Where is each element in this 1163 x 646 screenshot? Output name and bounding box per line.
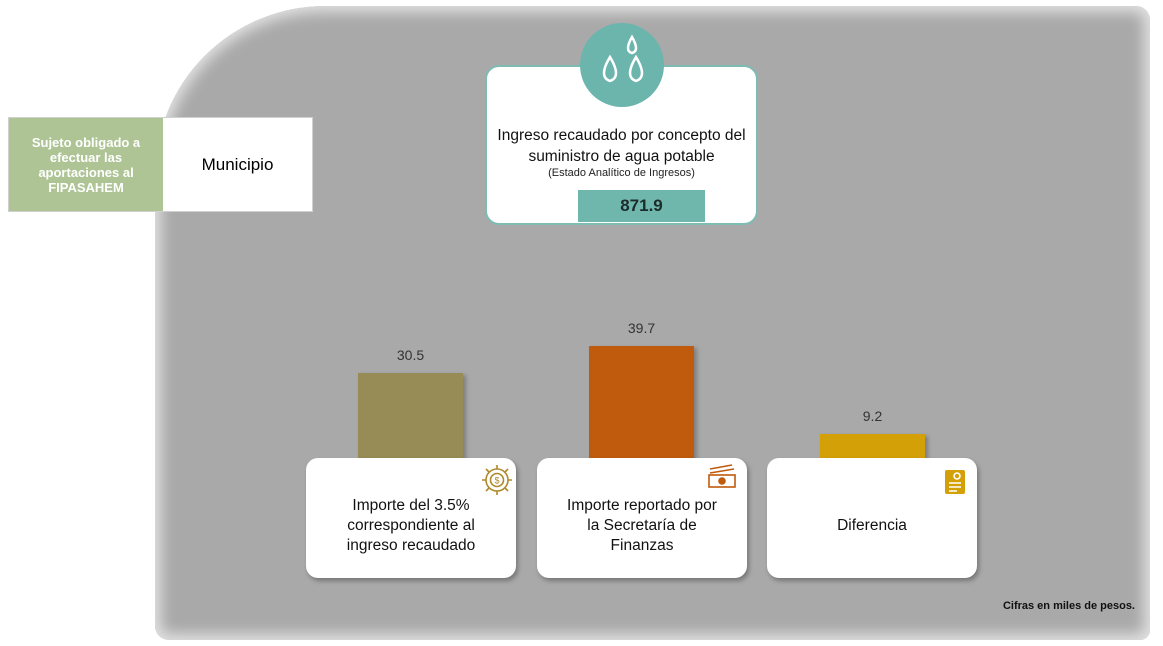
category-card: Importe reportado por la Secretaría de F… [537,458,747,578]
income-title: Ingreso recaudado por concepto del sumin… [497,127,746,165]
cash-icon [708,464,736,488]
svg-text:$: $ [494,476,499,486]
bar [820,433,925,460]
bar [358,372,463,460]
category-card: Importe del 3.5% correspondiente al ingr… [306,458,516,578]
category-card: Diferencia [767,458,977,578]
income-value: 871.9 [578,190,705,222]
gear-money-icon: $ [482,465,512,495]
subject-value: Municipio [163,118,312,211]
water-icon-circle [580,23,664,107]
value-label: 39.7 [627,320,656,337]
income-source: (Estado Analítico de Ingresos) [548,167,695,179]
subject-label: Sujeto obligado a efectuar las aportacio… [9,118,163,211]
bar [589,346,694,460]
subject-table: Sujeto obligado a efectuar las aportacio… [8,117,313,212]
value-label: 9.2 [862,407,883,424]
value-label: 30.5 [396,346,425,363]
document-icon [945,470,965,494]
footnote: Cifras en miles de pesos. [1002,600,1135,612]
water-drops-icon [602,34,644,83]
